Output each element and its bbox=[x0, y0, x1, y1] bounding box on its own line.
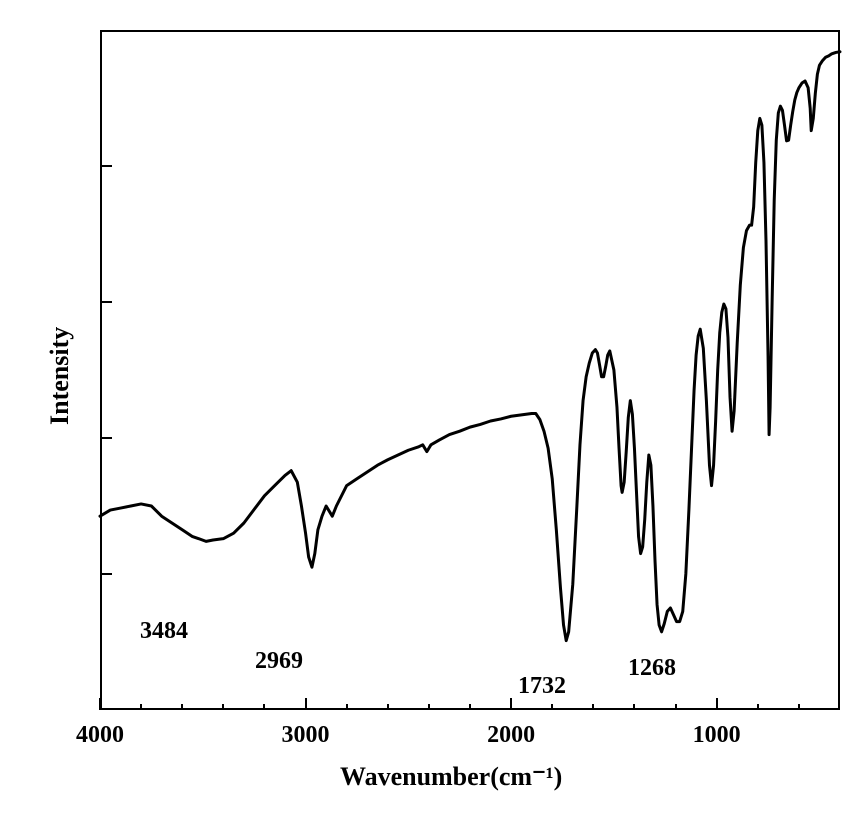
peak-label: 1732 bbox=[518, 673, 566, 700]
x-tick-major bbox=[305, 698, 307, 710]
y-tick bbox=[100, 165, 112, 167]
x-axis-label: Wavenumber(cm⁻¹) bbox=[340, 762, 562, 792]
x-tick-minor bbox=[469, 704, 471, 710]
x-tick-label: 4000 bbox=[76, 722, 124, 749]
x-tick-minor bbox=[633, 704, 635, 710]
x-tick-minor bbox=[140, 704, 142, 710]
y-tick bbox=[100, 301, 112, 303]
y-axis-label: Intensity bbox=[45, 327, 75, 425]
x-tick-label: 3000 bbox=[282, 722, 330, 749]
x-tick-major bbox=[716, 698, 718, 710]
y-tick bbox=[100, 437, 112, 439]
x-tick-minor bbox=[428, 704, 430, 710]
x-tick-minor bbox=[675, 704, 677, 710]
x-tick-major bbox=[99, 698, 101, 710]
ir-spectrum-figure: Intensity Wavenumber(cm⁻¹) 4000 3000 2000 1… bbox=[0, 0, 862, 823]
x-tick-label: 1000 bbox=[693, 722, 741, 749]
x-tick-minor bbox=[551, 704, 553, 710]
x-tick-minor bbox=[181, 704, 183, 710]
x-tick-minor bbox=[757, 704, 759, 710]
spectrum-line bbox=[0, 0, 862, 823]
peak-label: 2969 bbox=[255, 648, 303, 675]
x-tick-minor bbox=[263, 704, 265, 710]
x-tick-minor bbox=[346, 704, 348, 710]
x-tick-minor bbox=[798, 704, 800, 710]
x-tick-minor bbox=[592, 704, 594, 710]
peak-label: 3484 bbox=[140, 618, 188, 645]
x-tick-minor bbox=[387, 704, 389, 710]
peak-label: 1268 bbox=[628, 655, 676, 682]
x-tick-minor bbox=[222, 704, 224, 710]
y-tick bbox=[100, 573, 112, 575]
x-tick-label: 2000 bbox=[487, 722, 535, 749]
x-tick-major bbox=[510, 698, 512, 710]
